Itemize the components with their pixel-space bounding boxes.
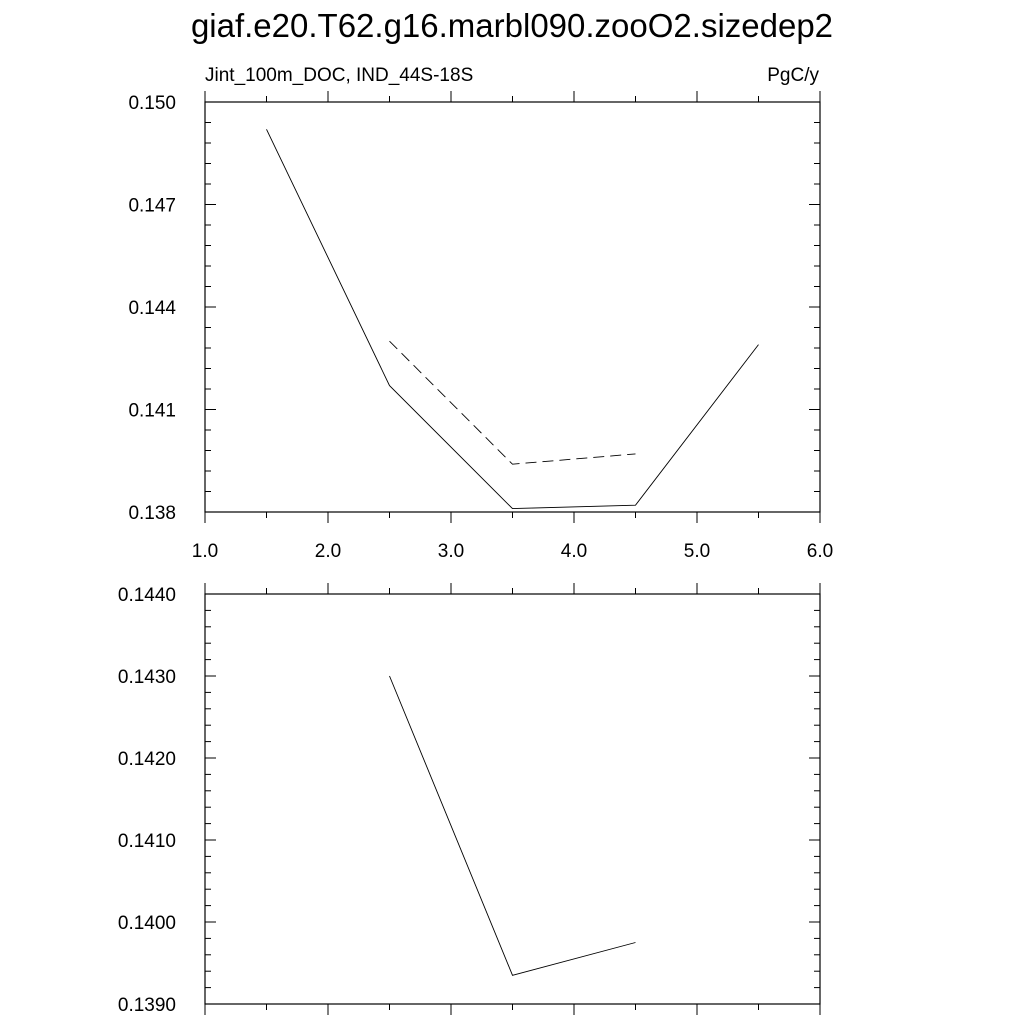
plot1-left-label: Jint_100m_DOC, IND_44S-18S: [205, 65, 474, 86]
plot2-y-tick-label: 0.1410: [118, 831, 176, 852]
plot1-units-label: PgC/y: [767, 65, 819, 86]
plot2-series-1-line: [389, 675, 636, 976]
plot1-frame: [204, 101, 821, 513]
plot1-series-2-line: [389, 340, 636, 465]
plot1-y-tick-label: 0.141: [128, 401, 176, 422]
plot2-y-tick-label: 0.1400: [118, 913, 176, 934]
chart-title: giaf.e20.T62.g16.marbl090.zooO2.sizedep2: [190, 7, 834, 44]
plot1-y-tick-label: 0.150: [128, 93, 176, 114]
plot1-x-tick-label: 6.0: [807, 541, 833, 562]
plot1-x-tick-label: 4.0: [561, 541, 587, 562]
plot2-y-tick-label: 0.1430: [118, 667, 176, 688]
plot1-series-1-line: [266, 129, 759, 510]
plot1-x-tick-label: 2.0: [315, 541, 341, 562]
plot1-y-tick-label: 0.147: [128, 196, 176, 217]
plot2-y-tick-label: 0.1440: [118, 585, 176, 606]
plot2-y-tick-label: 0.1420: [118, 749, 176, 770]
plot2-y-tick-label: 0.1390: [118, 995, 176, 1016]
plot1-y-tick-label: 0.138: [128, 503, 176, 524]
plot1-x-tick-label: 1.0: [192, 541, 218, 562]
plot1-x-tick-label: 5.0: [684, 541, 710, 562]
plot1-x-tick-label: 3.0: [438, 541, 464, 562]
plot2-frame: [204, 593, 821, 1005]
plot1-y-tick-label: 0.144: [128, 298, 176, 319]
